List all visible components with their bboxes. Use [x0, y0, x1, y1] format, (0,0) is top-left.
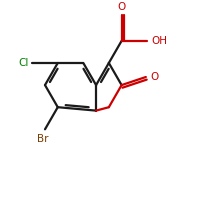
Text: O: O [117, 2, 126, 12]
Text: OH: OH [151, 36, 167, 46]
Text: Cl: Cl [18, 58, 29, 68]
Text: Br: Br [37, 134, 49, 144]
Text: O: O [150, 72, 158, 82]
